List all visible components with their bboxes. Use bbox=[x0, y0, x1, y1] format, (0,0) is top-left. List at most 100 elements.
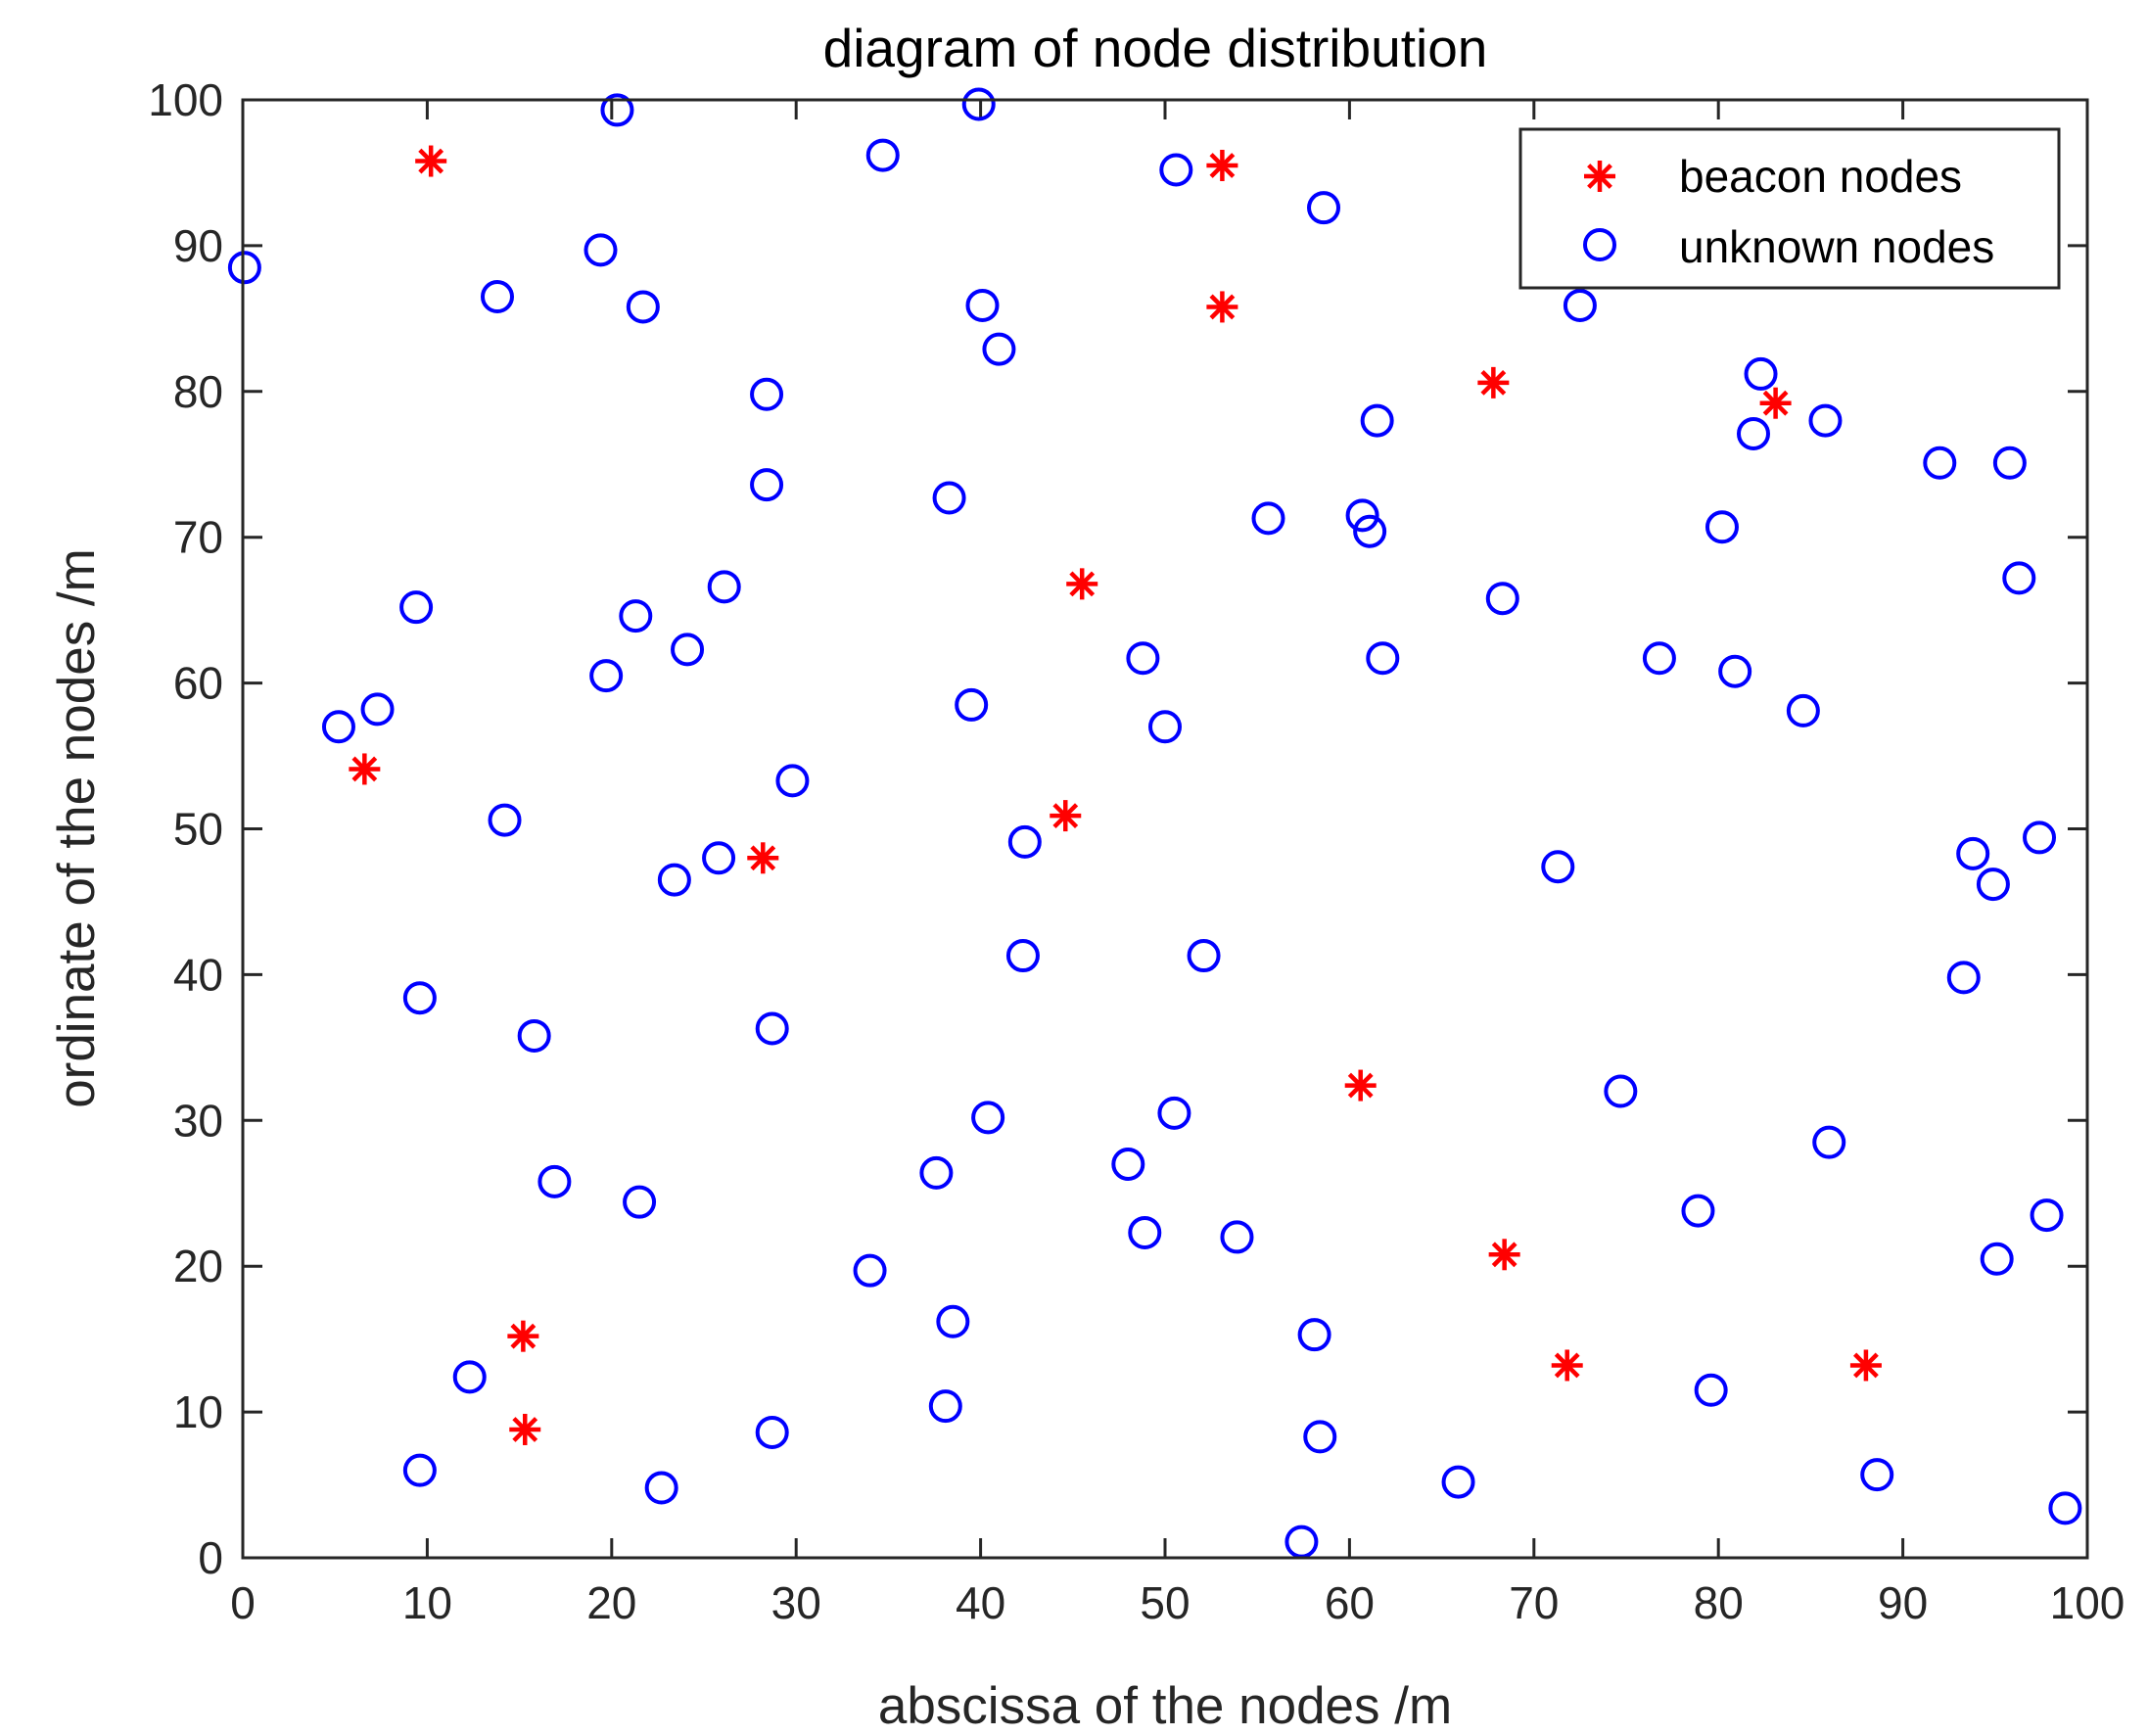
beacon-node-point-stroke bbox=[1052, 803, 1079, 829]
y-tick-label: 60 bbox=[173, 658, 223, 709]
legend-unknown-marker bbox=[1583, 228, 1616, 261]
unknown-node-point bbox=[402, 1453, 437, 1487]
unknown-node-point bbox=[702, 841, 736, 875]
x-tick-label: 90 bbox=[1878, 1577, 1928, 1628]
unknown-node-point bbox=[971, 1101, 1005, 1135]
unknown-node-point bbox=[919, 1155, 954, 1190]
unknown-node-point bbox=[1980, 1242, 2014, 1276]
unknown-node-point bbox=[1007, 824, 1042, 859]
beacon-node-point-stroke bbox=[1209, 294, 1236, 320]
unknown-node-point bbox=[2023, 821, 2057, 855]
unknown-node-point bbox=[1992, 446, 2027, 480]
beacon-node-point bbox=[415, 145, 447, 177]
beacon-node-point bbox=[747, 842, 779, 874]
unknown-node-point bbox=[452, 1360, 487, 1394]
unknown-node-point bbox=[853, 1253, 887, 1288]
unknown-node-point bbox=[2002, 561, 2036, 595]
x-tick-label: 70 bbox=[1509, 1577, 1559, 1628]
plot-area bbox=[243, 100, 2087, 1558]
unknown-node-point bbox=[1736, 416, 1770, 450]
unknown-node-point bbox=[1563, 288, 1597, 322]
beacon-node-point bbox=[349, 753, 381, 785]
unknown-node-point bbox=[955, 687, 989, 722]
unknown-node-point bbox=[928, 1389, 962, 1424]
unknown-node-point bbox=[360, 692, 395, 727]
x-tick-label: 40 bbox=[956, 1577, 1005, 1628]
y-tick-label: 10 bbox=[173, 1386, 223, 1437]
unknown-node-point bbox=[321, 710, 355, 744]
unknown-node-point bbox=[932, 481, 966, 515]
unknown-node-point bbox=[1860, 1458, 1894, 1492]
unknown-node-point bbox=[1148, 710, 1182, 744]
unknown-node-point bbox=[1681, 1194, 1715, 1228]
unknown-node-point bbox=[537, 1164, 572, 1198]
unknown-node-point bbox=[1604, 1074, 1638, 1108]
beacon-node-point-stroke bbox=[1554, 1352, 1580, 1379]
x-tick-label: 60 bbox=[1325, 1577, 1375, 1628]
x-tick-label: 10 bbox=[402, 1577, 452, 1628]
unknown-node-point bbox=[707, 570, 741, 604]
unknown-node-point bbox=[1251, 501, 1285, 536]
unknown-node-point bbox=[1220, 1220, 1254, 1254]
unknown-node-point bbox=[1946, 961, 1981, 995]
beacon-node-point-stroke bbox=[1762, 390, 1789, 416]
unknown-node-point bbox=[1923, 446, 1957, 480]
unknown-node-point bbox=[488, 803, 522, 837]
beacon-node-point bbox=[1551, 1349, 1583, 1382]
legend-box bbox=[1518, 127, 2061, 290]
unknown-node-point bbox=[1976, 868, 2010, 902]
beacon-node-point bbox=[1206, 291, 1238, 323]
unknown-node-point bbox=[961, 87, 996, 121]
beacon-node-point-stroke bbox=[1069, 571, 1096, 597]
unknown-node-point bbox=[517, 1018, 551, 1053]
beacon-node-point bbox=[1066, 568, 1098, 600]
unknown-node-point bbox=[600, 93, 634, 127]
y-tick-label: 100 bbox=[148, 74, 223, 125]
legend-marker-beacon-nodes-icon bbox=[1584, 161, 1615, 192]
legend: beacon nodes unknown nodes bbox=[1518, 127, 2061, 290]
y-tick-label: 0 bbox=[198, 1532, 223, 1583]
unknown-node-point bbox=[965, 288, 1000, 322]
beacon-node-point bbox=[1344, 1069, 1377, 1102]
beacon-node-point-stroke bbox=[1347, 1072, 1374, 1099]
beacon-node-point bbox=[1477, 366, 1510, 399]
legend-beacon-marker-stroke bbox=[1587, 164, 1612, 189]
unknown-node-point bbox=[1128, 1215, 1162, 1249]
unknown-node-point bbox=[1360, 403, 1394, 438]
unknown-node-point bbox=[1808, 403, 1843, 438]
unknown-node-point bbox=[1485, 582, 1519, 616]
beacon-node-point-stroke bbox=[1480, 369, 1507, 396]
unknown-node-point bbox=[1307, 191, 1341, 225]
unknown-node-point bbox=[1297, 1318, 1331, 1352]
unknown-node-point bbox=[750, 468, 784, 502]
unknown-node-point bbox=[1694, 1373, 1728, 1407]
unknown-node-point bbox=[1005, 939, 1040, 973]
legend-beacon-marker bbox=[1584, 161, 1615, 192]
unknown-node-point bbox=[1704, 510, 1739, 544]
beacon-node-point bbox=[507, 1320, 539, 1352]
unknown-node-point bbox=[755, 1011, 789, 1046]
unknown-node-point bbox=[2030, 1198, 2064, 1233]
unknown-node-point bbox=[671, 633, 705, 667]
unknown-node-point bbox=[399, 590, 434, 625]
unknown-node-point bbox=[1786, 693, 1820, 727]
beacon-node-point-stroke bbox=[512, 1417, 538, 1442]
x-tick-label: 30 bbox=[771, 1577, 821, 1628]
unknown-node-point bbox=[1157, 1096, 1191, 1130]
y-tick-label: 30 bbox=[173, 1095, 223, 1146]
beacon-node-point bbox=[1488, 1239, 1520, 1271]
unknown-node-point bbox=[865, 138, 900, 172]
unknown-node-point bbox=[480, 280, 514, 314]
unknown-node-point bbox=[1353, 514, 1387, 548]
beacon-node-point bbox=[1050, 800, 1082, 832]
x-tick-label: 100 bbox=[2050, 1577, 2125, 1628]
legend-marker-unknown-nodes-icon bbox=[1583, 228, 1616, 261]
y-tick-label: 50 bbox=[173, 804, 223, 855]
beacon-node-point-stroke bbox=[1209, 153, 1236, 178]
y-tick-label: 80 bbox=[173, 366, 223, 417]
unknown-node-point bbox=[755, 1415, 789, 1449]
chart-title: diagram of node distribution bbox=[823, 18, 1488, 78]
beacon-node-point-stroke bbox=[1491, 1242, 1518, 1268]
unknown-node-point bbox=[227, 251, 261, 285]
